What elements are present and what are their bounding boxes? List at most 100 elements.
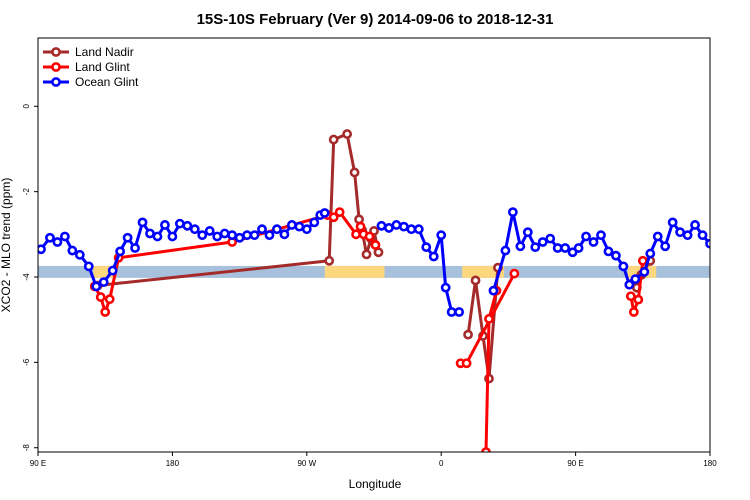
y-tick-label-0: 0 xyxy=(22,104,31,109)
x-tick-label-1: 180 xyxy=(166,459,180,468)
point-10-2 xyxy=(645,248,656,259)
point-9-8 xyxy=(552,243,563,253)
series-10 xyxy=(630,217,710,285)
legend-label-1: Land Glint xyxy=(75,60,130,74)
point-9-14 xyxy=(596,230,606,241)
legend-marker-0 xyxy=(51,47,61,57)
point-7-15 xyxy=(152,231,163,242)
point-10-0 xyxy=(630,274,641,285)
point-7-28 xyxy=(249,230,260,241)
legend-marker-2 xyxy=(51,77,61,87)
point-9-17 xyxy=(618,261,629,272)
y-tick-label-3: -6 xyxy=(22,358,31,366)
point-10-1 xyxy=(639,266,650,277)
point-7-11 xyxy=(122,232,133,243)
point-9-1 xyxy=(500,245,511,256)
point-8-6 xyxy=(421,242,432,253)
point-10-6 xyxy=(675,227,686,238)
series-9 xyxy=(488,207,635,296)
point-7-22 xyxy=(204,226,215,236)
point-6-2 xyxy=(633,294,644,305)
point-7-18 xyxy=(174,218,185,229)
point-9-11 xyxy=(573,243,584,253)
series-layer xyxy=(38,129,710,452)
point-9-9 xyxy=(560,243,571,253)
point-8-1 xyxy=(384,223,394,233)
point-8-4 xyxy=(406,224,417,235)
point-7-21 xyxy=(197,230,208,241)
x-axis-label: Longitude xyxy=(349,477,402,491)
series-7 xyxy=(38,208,330,292)
point-9-4 xyxy=(522,227,533,238)
legend-entry-0: Land Nadir xyxy=(43,45,134,59)
series-3 xyxy=(89,207,381,317)
point-10-9 xyxy=(697,230,708,241)
point-7-25 xyxy=(227,230,238,241)
point-7-29 xyxy=(257,224,267,235)
point-0-2 xyxy=(328,134,339,145)
series-4 xyxy=(455,268,520,369)
point-7-9 xyxy=(107,265,118,276)
series-6 xyxy=(625,255,648,317)
point-7-1 xyxy=(45,232,55,243)
legend-label-2: Ocean Glint xyxy=(75,75,139,89)
point-7-27 xyxy=(242,230,252,241)
plot-frame xyxy=(37,37,711,453)
point-7-8 xyxy=(98,277,109,288)
point-7-3 xyxy=(59,231,70,242)
point-7-2 xyxy=(52,237,63,247)
point-7-36 xyxy=(309,217,320,228)
point-3-8 xyxy=(334,207,345,218)
point-7-0 xyxy=(38,244,46,255)
point-8-8 xyxy=(436,230,447,241)
point-8-7 xyxy=(428,251,439,262)
point-7-23 xyxy=(212,231,223,242)
point-1-0 xyxy=(463,329,473,340)
point-9-18 xyxy=(624,279,635,290)
surface-band xyxy=(38,265,710,278)
legend-entry-2: Ocean Glint xyxy=(43,75,139,89)
point-3-13 xyxy=(370,240,381,250)
point-7-14 xyxy=(145,228,155,239)
point-7-10 xyxy=(115,246,126,257)
point-5-1 xyxy=(484,313,494,324)
series-5 xyxy=(481,285,502,452)
point-10-7 xyxy=(682,230,693,241)
point-8-3 xyxy=(398,221,409,232)
point-7-33 xyxy=(286,220,297,230)
axes: 90 E 180 90 W 0 90 E 180 0 -2 -4 -6 -8 xyxy=(22,104,717,468)
point-7-32 xyxy=(279,229,290,240)
point-0-3 xyxy=(342,129,353,139)
point-7-24 xyxy=(219,228,230,239)
x-tick-label-0: 90 E xyxy=(30,459,46,468)
point-9-2 xyxy=(507,207,518,218)
point-7-26 xyxy=(234,232,245,243)
y-tick-label-4: -8 xyxy=(22,444,31,452)
land-band-segment-2 xyxy=(462,265,504,278)
point-9-7 xyxy=(545,233,556,244)
point-3-7 xyxy=(328,212,339,223)
point-9-12 xyxy=(581,231,591,242)
series-8 xyxy=(376,220,465,317)
y-axis-label: XCO2 - MLO trend (ppm) xyxy=(0,178,13,313)
point-3-12 xyxy=(364,231,375,242)
point-9-6 xyxy=(537,237,548,247)
point-8-2 xyxy=(391,220,402,230)
point-8-9 xyxy=(440,282,451,293)
point-7-12 xyxy=(130,243,140,253)
legend-entry-1: Land Glint xyxy=(43,60,130,74)
point-7-17 xyxy=(167,231,178,242)
point-7-35 xyxy=(301,224,312,235)
x-tick-label-4: 90 E xyxy=(567,459,583,468)
land-band-segment-1 xyxy=(324,265,385,278)
point-0-1 xyxy=(324,255,335,266)
chart-title: 15S-10S February (Ver 9) 2014-09-06 to 2… xyxy=(197,11,554,28)
y-tick-label-2: -4 xyxy=(22,273,31,281)
point-1-1 xyxy=(470,275,481,286)
point-0-7 xyxy=(361,249,372,260)
point-3-10 xyxy=(355,221,366,232)
point-9-0 xyxy=(488,285,499,296)
point-10-8 xyxy=(690,220,700,230)
point-8-10 xyxy=(446,307,457,317)
